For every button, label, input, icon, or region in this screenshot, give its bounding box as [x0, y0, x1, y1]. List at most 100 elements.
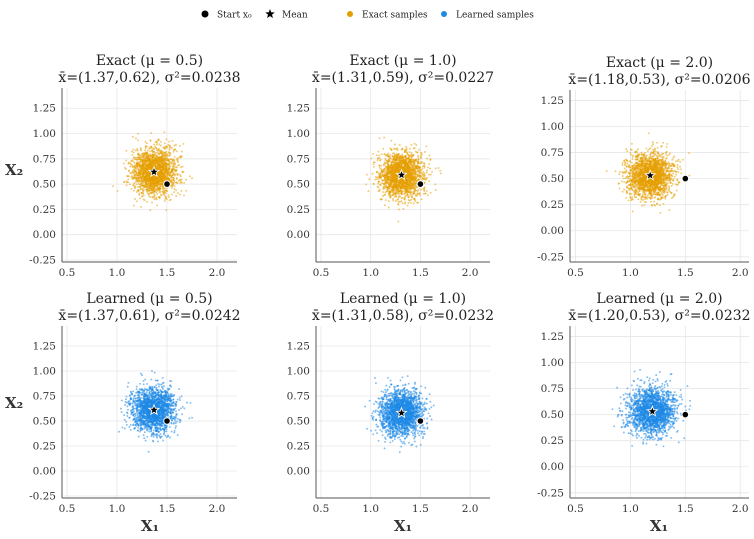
legend-item: Learned samples — [441, 11, 534, 21]
sample-point — [174, 148, 176, 151]
sample-point — [398, 163, 401, 166]
sample-point — [139, 146, 142, 149]
sample-point — [408, 154, 411, 157]
sample-point — [397, 170, 400, 173]
sample-point — [144, 171, 147, 174]
sample-point — [143, 199, 146, 202]
sample-point — [172, 173, 174, 176]
sample-point — [140, 178, 143, 181]
sample-point — [404, 160, 407, 162]
legend: Start x₀ Mean Exact samples Learned samples — [201, 9, 534, 21]
sample-point — [403, 151, 406, 154]
sample-point — [156, 151, 159, 154]
sample-point — [429, 167, 432, 170]
sample-point — [627, 199, 630, 202]
sample-point — [393, 152, 395, 155]
sample-point — [397, 159, 400, 162]
sample-point — [405, 157, 408, 160]
sample-point — [150, 131, 153, 134]
sample-point — [410, 151, 413, 154]
sample-point — [405, 188, 408, 190]
sample-point — [379, 172, 382, 175]
sample-point — [185, 189, 188, 192]
sample-point — [150, 178, 152, 181]
sample-point — [162, 151, 165, 153]
sample-point — [157, 179, 160, 182]
sample-point — [404, 194, 407, 197]
sample-point — [623, 188, 626, 191]
sample-point — [682, 158, 684, 161]
sample-point — [400, 187, 403, 190]
sample-point — [155, 191, 158, 194]
sample-point — [125, 181, 128, 184]
sample-point — [372, 163, 375, 166]
sample-point — [373, 161, 376, 164]
sample-point — [165, 166, 168, 169]
sample-point — [162, 192, 165, 195]
sample-point — [378, 164, 381, 167]
sample-point — [173, 144, 176, 147]
sample-point — [139, 148, 142, 151]
sample-point — [172, 181, 174, 184]
sample-point — [383, 136, 386, 139]
sample-point — [146, 157, 149, 160]
sample-point — [163, 172, 166, 174]
sample-point — [175, 150, 178, 153]
sample-point — [405, 191, 408, 194]
sample-point — [410, 153, 412, 156]
sample-point — [401, 202, 404, 205]
sample-point — [423, 175, 426, 177]
sample-point — [392, 172, 395, 175]
sample-point — [378, 176, 381, 179]
legend-marker-star — [265, 9, 275, 19]
sample-point — [135, 179, 138, 182]
legend-item: Mean — [265, 9, 308, 21]
sample-point — [387, 187, 389, 190]
sample-point — [141, 181, 144, 184]
sample-point — [403, 155, 406, 158]
sample-point — [439, 169, 442, 172]
sample-point — [380, 153, 383, 156]
sample-point — [179, 166, 182, 169]
sample-point — [129, 171, 132, 174]
sample-point — [137, 178, 140, 181]
sample-point — [440, 172, 442, 175]
sample-point — [161, 185, 164, 188]
sample-point — [176, 166, 179, 169]
sample-point — [138, 193, 141, 196]
sample-point — [135, 171, 138, 174]
sample-point — [152, 186, 155, 189]
sample-point — [183, 194, 185, 197]
sample-point — [631, 158, 634, 160]
sample-point — [397, 168, 400, 171]
sample-point — [133, 156, 136, 159]
sample-point — [622, 177, 625, 180]
sample-point — [149, 209, 152, 212]
sample-point — [639, 200, 642, 203]
sample-point — [147, 171, 149, 174]
sample-point — [405, 149, 408, 152]
sample-point — [149, 196, 152, 199]
panel-exact-1: 0.5 1.0 1.5 2.00.000.250.500.751.001.25Exac… — [287, 53, 494, 279]
sample-point — [410, 143, 413, 146]
sample-point — [169, 158, 172, 161]
sample-point — [417, 154, 419, 157]
sample-point — [171, 169, 174, 172]
sample-point — [650, 200, 653, 203]
sample-point — [165, 209, 168, 212]
panel-title: Exact (μ = 2.0) — [606, 55, 713, 71]
sample-point — [378, 178, 380, 180]
sample-point — [140, 169, 143, 172]
sample-point — [409, 180, 411, 183]
sample-point — [135, 200, 138, 203]
sample-point — [410, 183, 413, 186]
y-tick-label: 0.75 — [287, 153, 310, 165]
sample-point — [397, 220, 400, 223]
sample-point — [416, 174, 419, 177]
sample-point — [401, 162, 404, 165]
sample-point — [662, 141, 665, 144]
sample-point — [153, 194, 156, 197]
sample-point — [400, 184, 403, 187]
sample-point — [144, 140, 147, 143]
